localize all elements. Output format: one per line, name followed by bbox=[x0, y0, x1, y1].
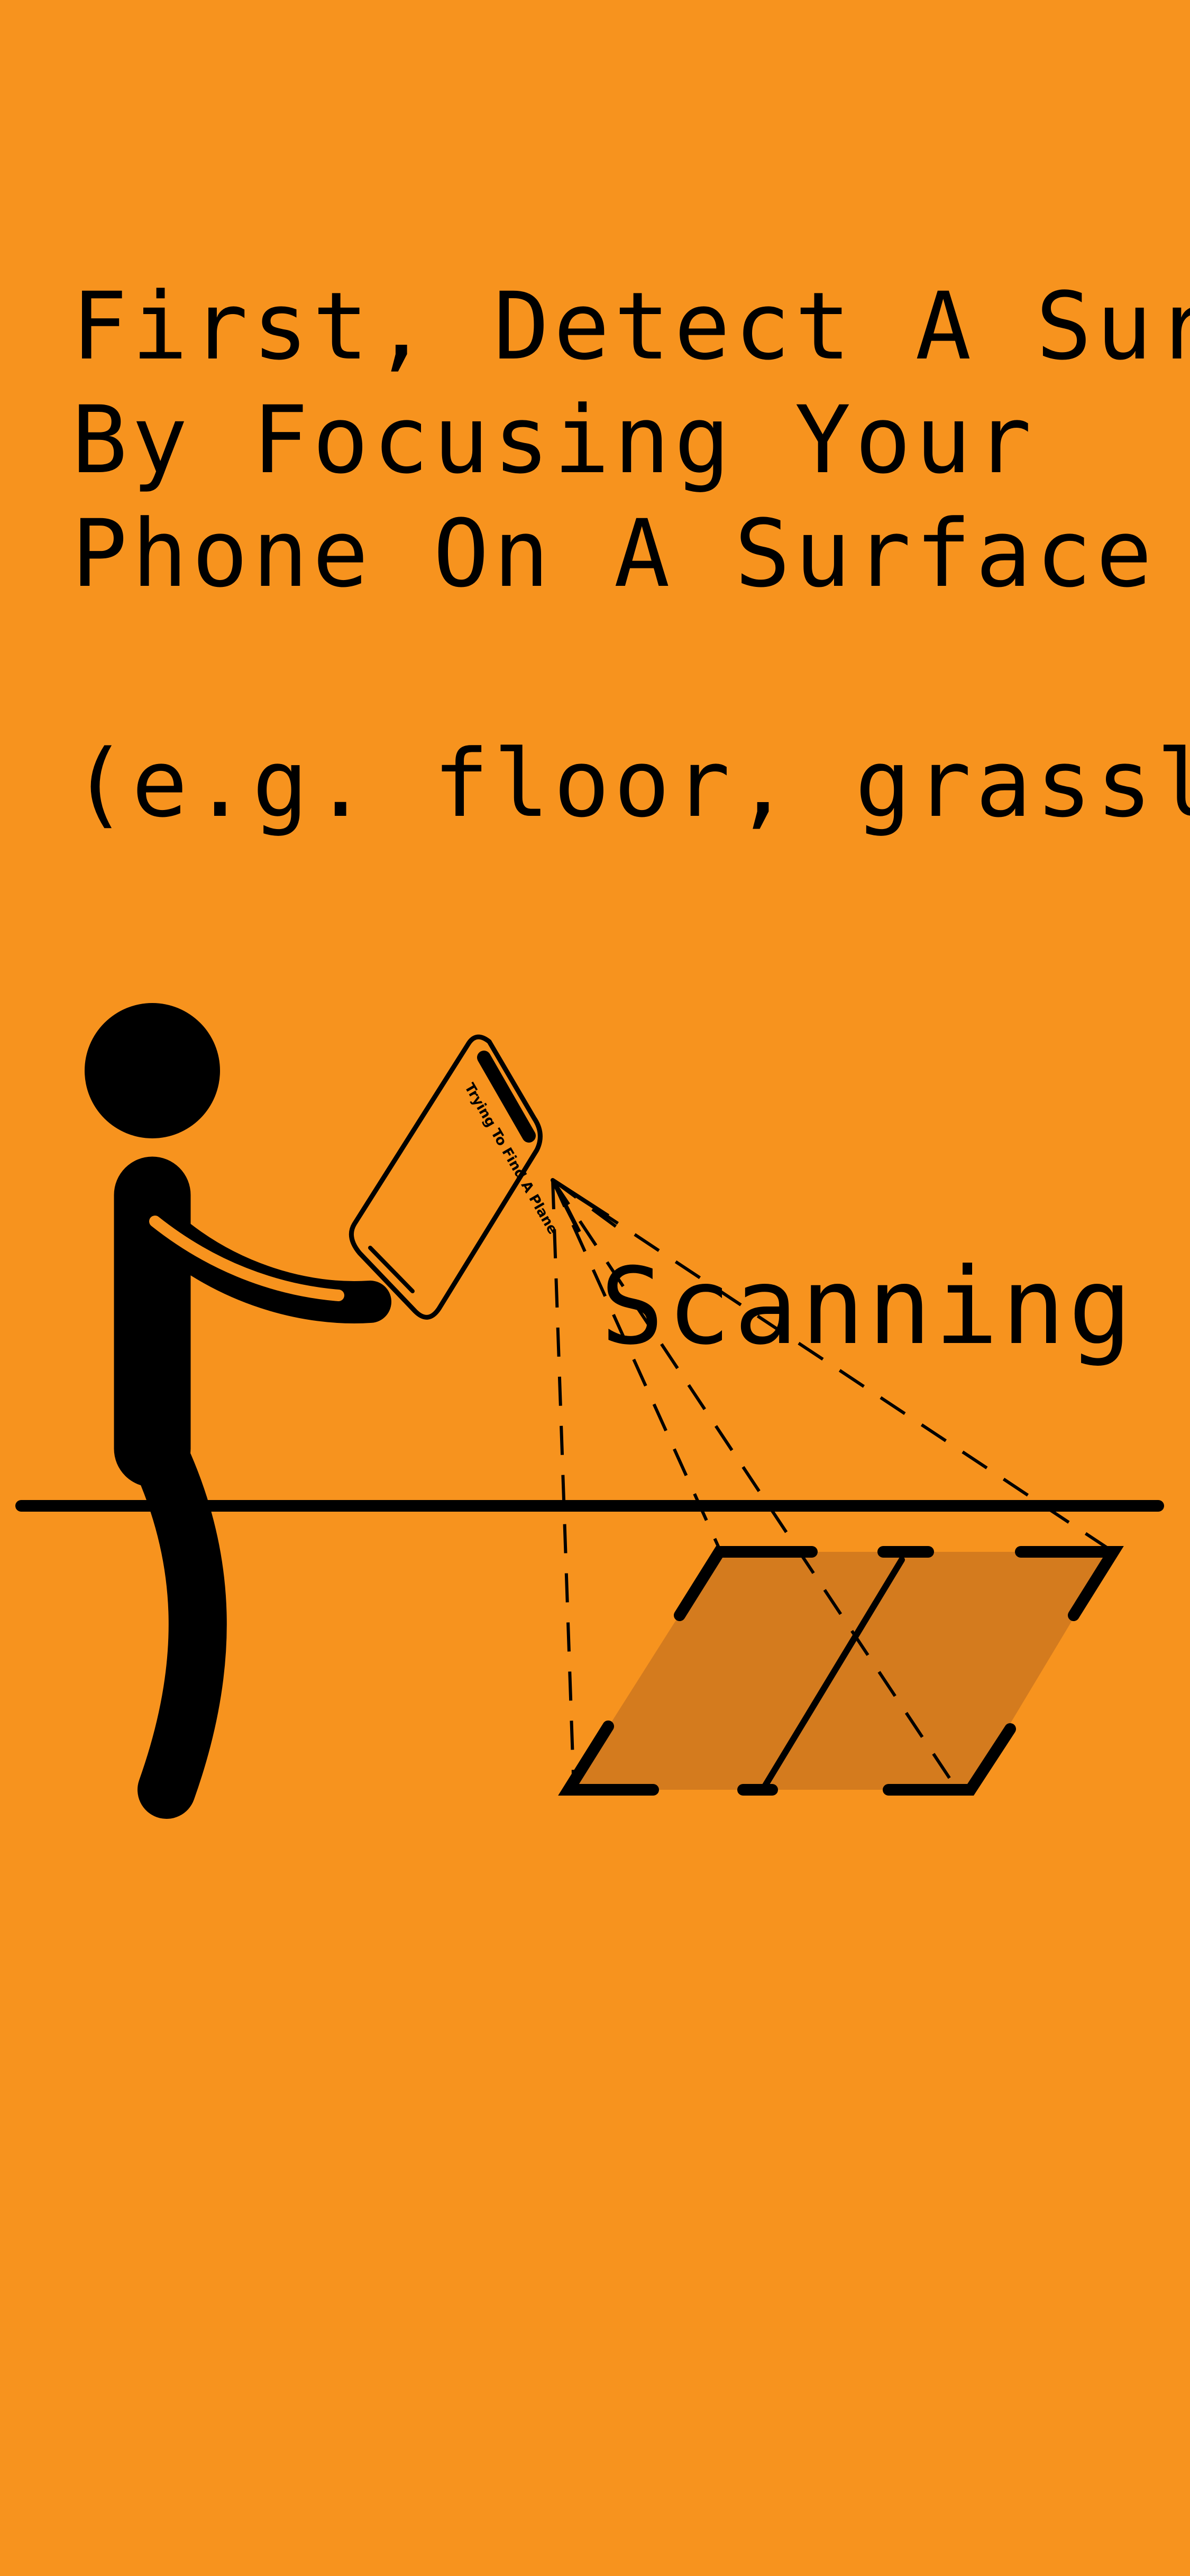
instruction-line-3: Phone On A Surface bbox=[71, 500, 1157, 608]
figure-head bbox=[85, 1003, 220, 1138]
detected-plane bbox=[569, 1552, 1113, 1790]
plane-diagonal bbox=[761, 1557, 905, 1790]
surface-examples: (e.g. floor, grassland) bbox=[71, 730, 1190, 838]
phone-home-bar bbox=[368, 1246, 415, 1293]
figure-leg bbox=[132, 1430, 227, 1819]
stick-figure-icon bbox=[85, 1003, 391, 1819]
phone-body bbox=[349, 1034, 543, 1320]
scan-plane-icon bbox=[558, 1546, 1124, 1796]
instruction-line-2: By Focusing Your bbox=[71, 386, 1036, 494]
phone-top-notch bbox=[477, 1051, 536, 1143]
instruction-line-1: First, Detect A Surface bbox=[71, 272, 1190, 381]
scanning-label: Scanning bbox=[600, 1245, 1135, 1368]
figure-arm-highlight bbox=[149, 1216, 344, 1301]
scan-rays bbox=[551, 1179, 1114, 1791]
instruction-heading: First, Detect A Surface By Focusing Your… bbox=[71, 270, 1190, 611]
phone-icon: Trying To Find A Plane bbox=[349, 1034, 561, 1320]
scan-origin-arrow bbox=[551, 1178, 610, 1233]
